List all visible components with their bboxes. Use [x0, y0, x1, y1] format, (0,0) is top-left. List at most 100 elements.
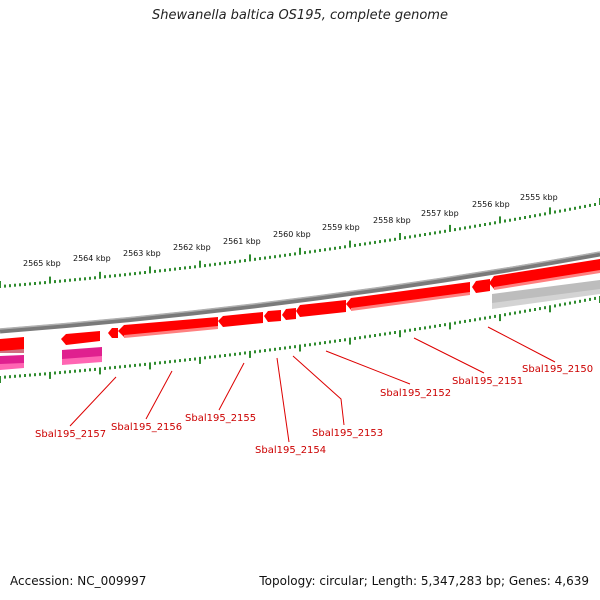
minor-tick — [414, 327, 416, 331]
outer-tick-scale — [0, 198, 600, 288]
minor-tick — [514, 217, 516, 221]
minor-tick — [379, 240, 381, 244]
major-tick — [149, 362, 151, 370]
minor-tick — [309, 343, 311, 347]
minor-tick — [174, 267, 176, 271]
major-tick — [549, 207, 551, 215]
minor-tick — [564, 208, 566, 212]
kbp-label-2558: 2558 kbp — [373, 216, 411, 225]
gene-leader-lines — [69, 326, 556, 443]
minor-tick — [264, 256, 266, 260]
minor-tick — [329, 247, 331, 251]
gray-feature — [492, 280, 600, 305]
gene-arrow-sbal195-2150a[interactable] — [472, 279, 490, 293]
minor-tick — [334, 339, 336, 343]
minor-tick — [64, 370, 66, 374]
minor-tick — [594, 203, 596, 206]
gene-label-sbal195-2153[interactable]: Sbal195_2153 — [312, 428, 383, 439]
minor-tick — [154, 361, 156, 365]
minor-tick — [94, 276, 96, 280]
major-tick — [0, 281, 1, 288]
minor-tick — [554, 210, 556, 214]
gene-label-sbal195-2155[interactable]: Sbal195_2155 — [185, 413, 256, 424]
minor-tick — [74, 278, 76, 282]
minor-tick — [144, 362, 146, 366]
minor-tick — [259, 349, 261, 353]
minor-tick — [79, 369, 81, 373]
minor-tick — [239, 259, 241, 263]
gene-arrow-sbal195-2157[interactable] — [61, 331, 100, 345]
minor-tick — [194, 357, 196, 361]
minor-tick — [454, 321, 456, 325]
gene-label-sbal195-2152[interactable]: Sbal195_2152 — [380, 388, 451, 399]
minor-tick — [429, 232, 431, 236]
minor-tick — [354, 243, 356, 247]
major-tick — [549, 305, 551, 313]
minor-tick — [459, 320, 461, 324]
gene-arrow[interactable] — [0, 337, 24, 351]
minor-tick — [59, 371, 61, 375]
minor-tick — [494, 314, 496, 318]
kbp-label-2564: 2564 kbp — [73, 254, 111, 263]
gene-highlight — [494, 270, 600, 290]
minor-tick — [389, 238, 391, 242]
minor-tick — [189, 265, 191, 269]
minor-tick — [289, 253, 291, 257]
gene-label-sbal195-2156[interactable]: Sbal195_2156 — [111, 422, 182, 433]
gene-label-sbal195-2154[interactable]: Sbal195_2154 — [255, 445, 326, 456]
gene-arrow-sbal195-2155[interactable] — [118, 317, 218, 337]
minor-tick — [294, 252, 296, 256]
minor-tick — [274, 255, 276, 259]
genome-backbone — [0, 251, 600, 334]
minor-tick — [234, 260, 236, 264]
kbp-label-2563: 2563 kbp — [123, 249, 161, 258]
gene-arrow-sbal195-2150[interactable] — [489, 259, 600, 289]
minor-tick — [29, 282, 31, 286]
minor-tick — [384, 239, 386, 243]
gene-label-sbal195-2151[interactable]: Sbal195_2151 — [452, 376, 523, 387]
minor-tick — [284, 253, 286, 257]
minor-tick — [129, 272, 131, 276]
major-tick — [149, 266, 151, 274]
minor-tick — [289, 345, 291, 349]
minor-tick — [489, 222, 491, 226]
major-tick — [49, 276, 51, 284]
major-tick — [199, 260, 201, 268]
genome-backbone-highlight — [0, 251, 600, 330]
minor-tick — [319, 248, 321, 252]
minor-tick — [559, 209, 561, 213]
gene-arrow-sbal195-2156[interactable] — [108, 328, 118, 338]
gene-arrow-sbal195-2153b[interactable] — [282, 308, 296, 320]
gene-arrow-sbal195-2154[interactable] — [218, 312, 263, 327]
minor-tick — [374, 334, 376, 337]
minor-tick — [44, 372, 46, 376]
minor-tick — [529, 215, 531, 219]
gene-label-sbal195-2150[interactable]: Sbal195_2150 — [522, 364, 593, 375]
major-tick — [299, 344, 301, 352]
minor-tick — [14, 374, 16, 378]
gene-arrow-sbal195-2152[interactable] — [296, 300, 346, 317]
gene-arrow-sbal195-2153a[interactable] — [264, 310, 281, 322]
gene-label-sbal195-2157[interactable]: Sbal195_2157 — [35, 429, 106, 440]
minor-tick — [519, 310, 521, 314]
gene-highlight — [124, 326, 218, 338]
minor-tick — [54, 280, 56, 284]
minor-tick — [594, 296, 596, 300]
minor-tick — [29, 373, 31, 377]
minor-tick — [489, 315, 491, 319]
minor-tick — [84, 368, 86, 372]
gene-arrow-sbal195-2151[interactable] — [346, 282, 470, 310]
minor-tick — [579, 205, 581, 209]
major-tick — [449, 322, 451, 330]
minor-tick — [419, 327, 421, 331]
minor-tick — [244, 351, 246, 355]
minor-tick — [209, 263, 211, 267]
minor-tick — [469, 319, 471, 323]
minor-tick — [164, 268, 166, 272]
major-tick — [349, 240, 351, 248]
minor-tick — [59, 279, 61, 283]
minor-tick — [159, 269, 161, 273]
minor-tick — [184, 358, 186, 362]
minor-tick — [94, 367, 96, 371]
